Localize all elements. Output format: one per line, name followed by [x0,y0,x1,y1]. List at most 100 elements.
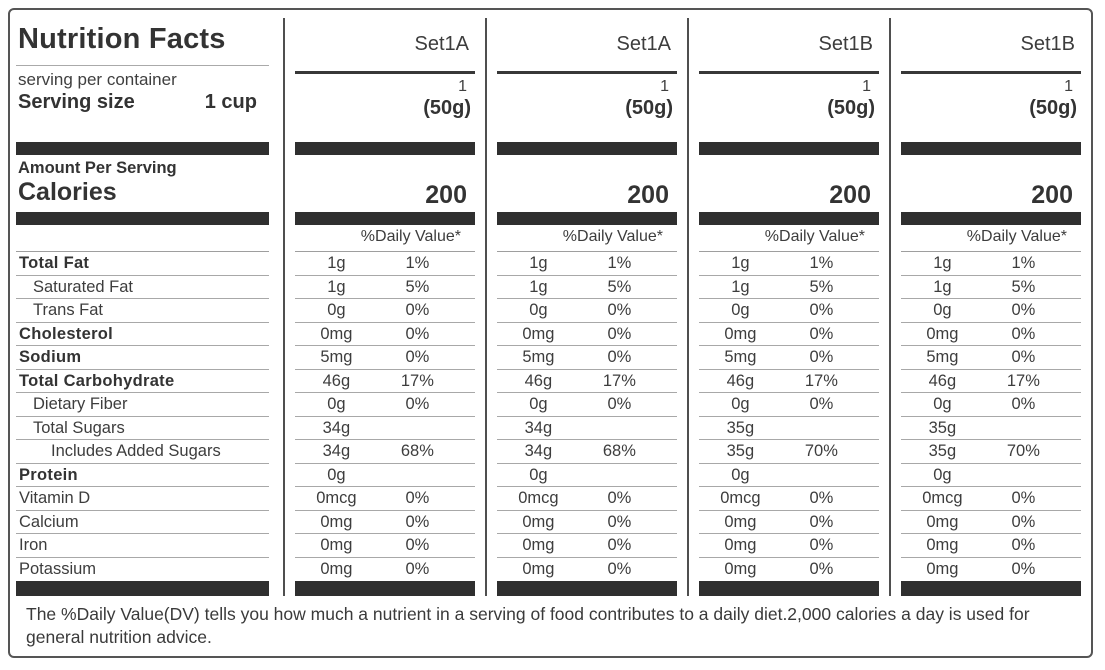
amount-cell: 0g [529,395,548,413]
servings-count: 1 [862,78,871,95]
percent-cell: 5% [405,277,430,296]
nutrient-label: Includes Added Sugars [51,442,221,460]
value-rows: 1g 1% 1g 5% 0g 0% 0mg 0% 5mg 0% 46g 17% 0g 0% 34g 34g 68… [285,252,485,581]
serving-weight: (50g) [423,97,471,120]
separator-bar [16,212,269,225]
nutrient-label: Sodium [19,348,82,366]
amount-cell: 46g [322,371,351,390]
separator-bar [901,142,1081,155]
amount-cell: 1g [529,277,548,296]
percent-cell: 0% [607,348,632,366]
nutrient-row: Total Sugars [16,417,269,440]
servings-count: 1 [458,78,467,95]
value-row: 0mg 0% [497,534,677,558]
percent-cell: 0% [1011,395,1036,413]
value-row: 0mg 0% [295,511,475,534]
amount-cell: 0mg [724,324,757,343]
percent-cell: 1% [607,254,632,272]
percent-cell: 0% [809,512,834,531]
nutrient-label: Protein [19,465,78,484]
amount-cell: 0g [529,465,548,484]
percent-cell: 0% [809,560,834,578]
nutrition-facts-panel: Nutrition Facts serving per container Se… [8,8,1093,658]
nutrient-row: Calcium [16,511,269,534]
percent-cell: 17% [1006,371,1040,390]
nutrient-row: Saturated Fat [16,276,269,299]
amount-cell: 46g [928,371,957,390]
set-header-rule [699,71,879,74]
value-row: 0g [699,464,879,487]
percent-cell: 0% [405,489,430,507]
value-row: 0mg 0% [699,323,879,346]
nutrient-label: Total Sugars [33,418,125,437]
serving-weight: (50g) [625,97,673,120]
percent-cell: 1% [1011,254,1036,272]
nutrient-row: Sodium [16,346,269,370]
separator-bar [901,212,1081,225]
set-column-header: Set1B [1020,33,1075,55]
amount-cell: 35g [928,442,957,460]
amount-cell: 0mg [724,512,757,531]
percent-cell: 0% [405,560,430,578]
percent-cell: 0% [1011,560,1036,578]
label-column: Nutrition Facts serving per container Se… [10,18,283,596]
value-row: 1g 1% [901,252,1081,276]
amount-cell: 5mg [724,348,757,366]
set-header-rule [295,71,475,74]
amount-cell: 0mg [926,512,959,531]
footer-note: The %Daily Value(DV) tells you how much … [26,604,1030,648]
separator-bar [497,142,677,155]
amount-cell: 0mg [724,536,757,554]
set-column: Set1A 1 (50g) 200 %Daily Value* 1g 1% 1g 5%… [283,18,485,596]
daily-value-header: %Daily Value* [699,225,879,252]
value-row: 0mg 0% [295,558,475,582]
value-row: 5mg 0% [699,346,879,370]
value-row: 1g 1% [497,252,677,276]
value-row: 0mg 0% [295,323,475,346]
separator-bar [699,212,879,225]
percent-cell: 0% [607,512,632,531]
value-row: 46g 17% [901,370,1081,393]
value-row: 0mg 0% [699,511,879,534]
value-row: 0mg 0% [295,534,475,558]
amount-cell: 34g [322,418,351,437]
value-row: 0mcg 0% [295,487,475,511]
nutrient-row: Cholesterol [16,323,269,346]
amount-cell: 0mg [926,324,959,343]
percent-cell: 0% [405,536,430,554]
amount-cell: 1g [933,254,952,272]
value-row: 0mg 0% [699,534,879,558]
daily-value-header: %Daily Value* [295,225,475,252]
value-row: 0g 0% [901,393,1081,417]
nutrient-row: Total Fat [16,252,269,276]
percent-cell: 70% [1006,442,1040,460]
amount-cell: 5mg [926,348,959,366]
value-row: 34g [497,417,677,440]
amount-cell: 0g [933,395,952,413]
amount-cell: 0mg [522,536,555,554]
separator-bar [497,212,677,225]
nutrient-row: Iron [16,534,269,558]
percent-cell: 0% [1011,324,1036,343]
amount-cell: 0mg [320,560,353,578]
amount-cell: 0mcg [720,489,761,507]
amount-cell: 0mg [320,536,353,554]
value-row: 0g [295,464,475,487]
value-row: 1g 5% [901,276,1081,299]
set-column: Set1A 1 (50g) 200 %Daily Value* 1g 1% 1g 5%… [485,18,687,596]
amount-cell: 35g [726,442,755,460]
amount-cell: 34g [322,442,351,460]
nutrient-row: Potassium [16,558,269,582]
set-column-header: Set1A [616,33,671,55]
servings-count: 1 [1064,78,1073,95]
percent-cell: 70% [804,442,838,460]
bottom-bar [16,581,269,596]
set-column-header: Set1B [818,33,873,55]
calories-value: 200 [829,180,871,209]
value-row: 0mg 0% [901,534,1081,558]
amount-cell: 0mg [522,560,555,578]
percent-cell: 0% [607,560,632,578]
separator-bar [699,142,879,155]
value-rows: 1g 1% 1g 5% 0g 0% 0mg 0% 5mg 0% 46g 17% 0g 0% 35g 35g 70… [891,252,1091,581]
nutrient-label: Total Carbohydrate [19,371,175,390]
